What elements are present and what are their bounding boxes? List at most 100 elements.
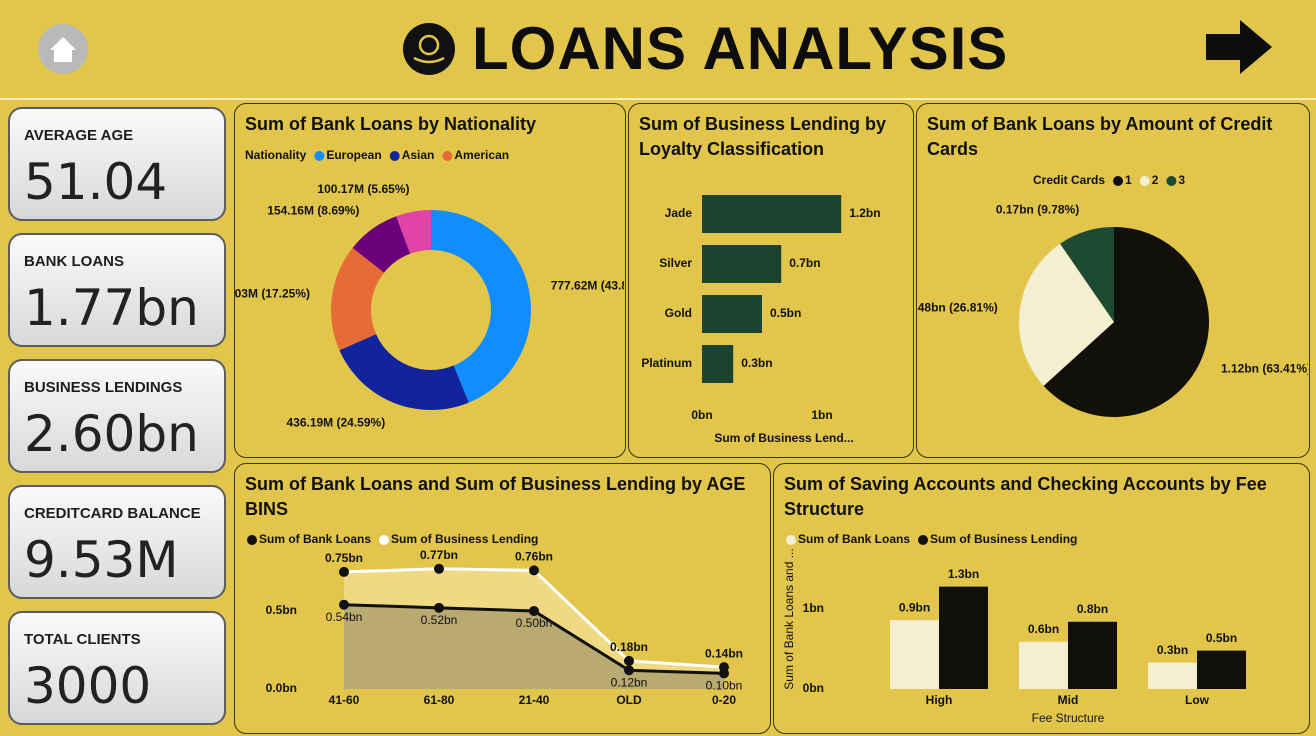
point [624,655,634,666]
data-label: 0.7bn [789,256,820,270]
chart-panel: Nationality European Asian American 777.62M … [234,103,626,458]
kpi-card: AVERAGE AGE 51.04 [8,107,226,221]
legend-marker [442,151,453,161]
chart-title: Sum of Business Lending by Loyalty Class… [639,114,887,159]
kpi-value: 9.53M [24,531,179,589]
kpi-card: BUSINESS LENDINGS 2.60bn [8,359,226,473]
data-label: 154.16M (8.69%) [267,203,359,217]
bar [1197,650,1246,689]
x-tick-label: 0bn [691,408,712,422]
kpi-label: BUSINESS LENDINGS [24,379,183,396]
donut-slice [331,247,384,351]
legend-label: Sum of Business Lending [391,532,538,546]
donut-slice [339,334,469,410]
legend-label: 3 [1178,173,1185,187]
legend-marker [314,151,325,161]
legend-label: 2 [1152,173,1159,187]
point [339,599,349,610]
y-axis-title: Sum of Bank Loans and ... [782,548,796,689]
data-label: 100.17M (5.65%) [317,182,409,196]
kpi-label: TOTAL CLIENTS [24,631,141,648]
legend-marker [247,535,257,545]
point [529,605,539,616]
x-tick-label: High [926,693,953,707]
legend-label: Sum of Bank Loans [259,532,371,546]
chart: Sum of Bank Loans Sum of Business Lending… [247,532,743,707]
kpi-label: BANK LOANS [24,253,124,270]
legend-label: Asian [402,148,435,162]
point [529,565,539,576]
bar [1148,662,1197,689]
legend-label: Sum of Business Lending [930,532,1077,546]
kpi-value: 2.60bn [24,405,199,463]
x-tick-label: Low [1185,693,1210,707]
x-tick-label: 1bn [811,408,832,422]
chart-title: Sum of Bank Loans by Amount of Credit Ca… [927,114,1273,159]
legend-marker [786,535,796,545]
y-tick-label: Silver [659,256,692,270]
point [339,566,349,577]
y-tick-label: 0bn [803,681,824,695]
x-tick-label: 0-20 [712,693,736,707]
data-label: 0.18bn [610,640,648,654]
data-label: 306.03M (17.25%) [235,287,310,301]
legend-label: 1 [1125,173,1132,187]
logo-hand [413,56,445,64]
kpi-card: CREDITCARD BALANCE 9.53M [8,485,226,599]
kpi-card: BANK LOANS 1.77bn [8,233,226,347]
donut-slice [352,216,411,273]
point [434,563,444,574]
data-label: 777.62M (43.83%) [551,279,624,293]
donut-slice [431,210,531,403]
x-axis-title: Fee Structure [1032,711,1105,725]
kpi-value: 51.04 [24,153,168,211]
bar [702,295,762,333]
point [719,662,729,673]
logo-coin [418,34,440,56]
x-tick-label: 61-80 [424,693,455,707]
chart: Jade 1.2bn Silver 0.7bn Gold 0.5bn Platinum 0.3… [641,195,881,445]
page-title: LOANS ANALYSIS [472,15,1009,82]
y-tick-label: Jade [665,206,693,220]
chart-title: Sum of Bank Loans and Sum of Business Le… [245,474,746,519]
data-label: 0.52bn [421,613,458,627]
data-label: 1.2bn [849,206,880,220]
kpi-card: TOTAL CLIENTS 3000 [8,611,226,725]
y-tick-label: 0.0bn [266,681,297,695]
data-label: 0.14bn [705,646,743,660]
data-label: 0.10bn [706,679,743,693]
home-icon [50,37,76,62]
legend-marker [918,535,929,545]
legend-title: Nationality [245,148,307,162]
header: LOANS ANALYSIS [0,0,1316,100]
kpi-label: CREDITCARD BALANCE [24,505,201,522]
next-arrow[interactable] [1206,20,1272,74]
area [344,604,724,689]
data-label: 0.8bn [1077,602,1108,616]
data-label: 0.12bn [611,675,648,689]
chart-panel: Sum of Bank Loans Sum of Business Lending… [234,463,771,734]
bar [1019,641,1068,689]
legend-label: American [454,148,509,162]
data-label: 0.17bn (9.78%) [996,202,1079,216]
pie-slice [1060,227,1114,322]
data-label: 0.6bn [1028,622,1059,636]
kpi-label: AVERAGE AGE [24,127,134,144]
bar [702,345,734,383]
data-label: 0.5bn [1206,631,1237,645]
bar [1068,621,1117,689]
chart: Credit Cards 1 2 3 1.12bn (63.41%) 0.48bn (26… [917,173,1308,417]
chart-panel: Jade 1.2bn Silver 0.7bn Gold 0.5bn Platinum 0.3… [628,103,914,458]
chart-panel: Sum of Bank Loans Sum of Business Lending… [773,463,1310,734]
point [434,602,444,613]
y-tick-label: Gold [665,306,692,320]
legend-marker [379,535,390,545]
data-label: 0.9bn [899,600,930,614]
data-label: 1.3bn [948,567,979,581]
legend-title: Credit Cards [1033,173,1105,187]
bar [890,620,939,689]
logo-icon [403,23,455,75]
bar [702,245,782,283]
data-label: 436.19M (24.59%) [286,415,385,429]
